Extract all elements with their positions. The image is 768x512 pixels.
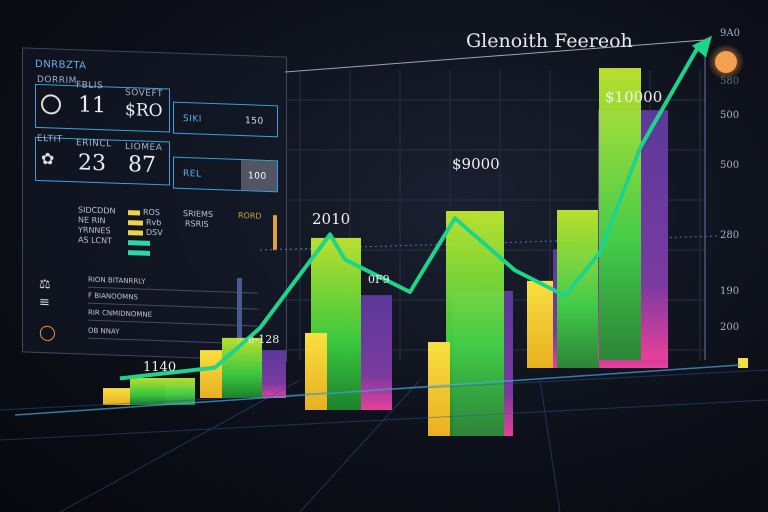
trend-arrowhead bbox=[692, 35, 712, 58]
axis-end-marker bbox=[738, 358, 748, 368]
data-label: 0F9 bbox=[368, 273, 390, 286]
y-tick-label: 200 bbox=[720, 322, 740, 333]
bar-purple bbox=[262, 350, 286, 398]
y-tick-label: 190 bbox=[720, 286, 740, 297]
bar-yellow bbox=[200, 350, 222, 398]
data-label: $10000 bbox=[605, 88, 663, 106]
data-label: 1140 bbox=[143, 360, 177, 375]
y-tick-label: 9A0 bbox=[720, 28, 740, 39]
highlight-marker bbox=[715, 51, 737, 73]
bar-green bbox=[222, 337, 262, 398]
bar-yellow bbox=[103, 388, 130, 405]
y-tick-label: 500 bbox=[720, 160, 740, 171]
title-rule bbox=[284, 39, 706, 73]
bar-purple bbox=[361, 295, 392, 410]
data-label: 2010 bbox=[312, 210, 351, 228]
y-tick-label: 500 bbox=[720, 110, 740, 121]
bar-yellow bbox=[305, 332, 327, 410]
bar-green bbox=[557, 209, 599, 368]
bar-yellow bbox=[428, 342, 450, 436]
data-label: e-128 bbox=[248, 333, 280, 346]
trend-line bbox=[119, 42, 702, 381]
bar-green bbox=[130, 378, 195, 405]
floor-axis bbox=[14, 364, 741, 416]
y-tick-label: 580 bbox=[720, 76, 740, 87]
chart-title: Glenoith Feereoh bbox=[466, 30, 633, 52]
bar-green bbox=[599, 68, 641, 360]
bar-green bbox=[446, 211, 504, 436]
data-label: $9000 bbox=[452, 155, 500, 173]
bar-yellow bbox=[527, 280, 553, 368]
y-tick-label: 280 bbox=[720, 230, 740, 241]
